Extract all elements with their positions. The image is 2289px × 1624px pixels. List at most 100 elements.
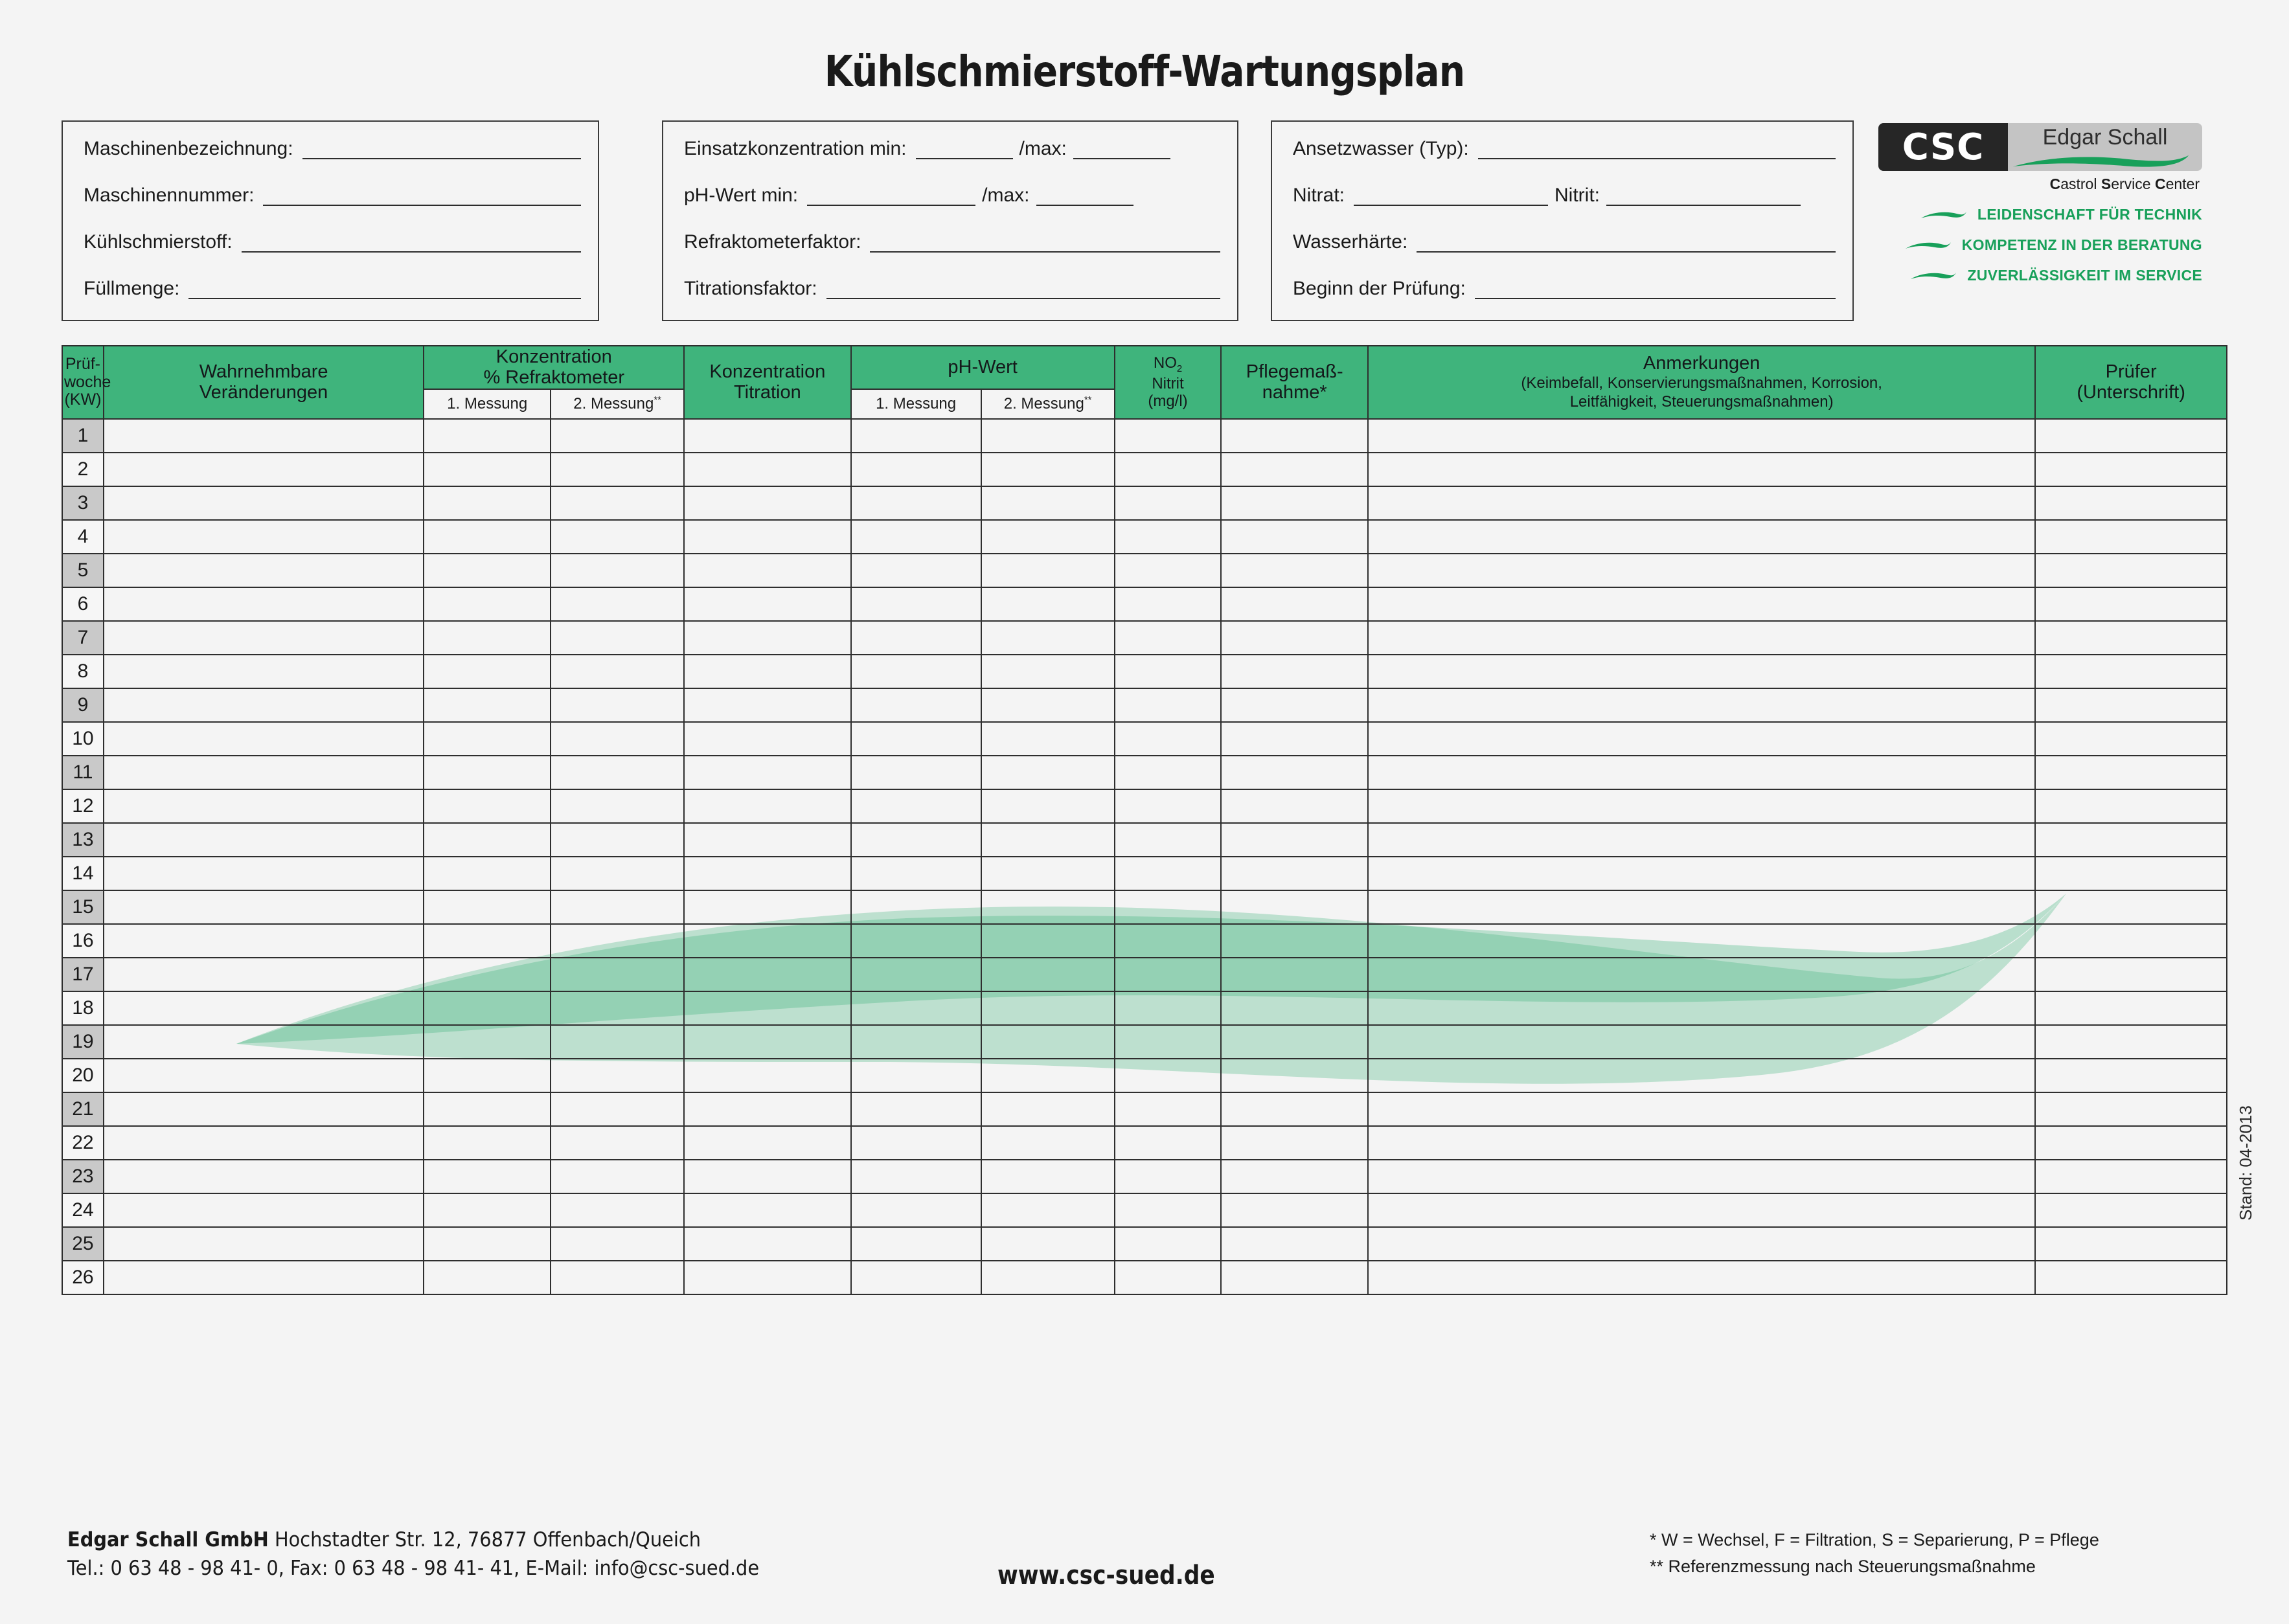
cell-refrakt-1[interactable] — [423, 519, 552, 554]
cell-ph-2[interactable] — [980, 485, 1115, 521]
cell-refrakt-1[interactable] — [423, 586, 552, 622]
cell-anmerkungen[interactable] — [1367, 889, 2036, 925]
cell-titration[interactable] — [683, 451, 852, 487]
cell-ph-2[interactable] — [980, 1091, 1115, 1127]
cell-no2[interactable] — [1113, 990, 1222, 1026]
cell-no2[interactable] — [1113, 923, 1222, 958]
cell-pflegemassnahme[interactable] — [1220, 956, 1369, 992]
cell-titration[interactable] — [683, 620, 852, 655]
field-wasserhaerte[interactable]: Wasserhärte: — [1293, 232, 1836, 253]
cell-no2[interactable] — [1113, 1226, 1222, 1261]
cell-titration[interactable] — [683, 956, 852, 992]
cell-ph-1[interactable] — [850, 519, 982, 554]
cell-ph-1[interactable] — [850, 889, 982, 925]
field-nitrat-nitrit[interactable]: Nitrat: Nitrit: — [1293, 185, 1836, 206]
cell-ph-1[interactable] — [850, 1158, 982, 1194]
field-fuellmenge[interactable]: Füllmenge: — [84, 278, 581, 299]
cell-ph-2[interactable] — [980, 1259, 1115, 1295]
cell-titration[interactable] — [683, 418, 852, 453]
cell-wahrnehmbare[interactable] — [102, 1125, 425, 1160]
cell-anmerkungen[interactable] — [1367, 923, 2036, 958]
cell-pflegemassnahme[interactable] — [1220, 889, 1369, 925]
cell-anmerkungen[interactable] — [1367, 1125, 2036, 1160]
cell-pflegemassnahme[interactable] — [1220, 586, 1369, 622]
cell-no2[interactable] — [1113, 889, 1222, 925]
cell-refrakt-1[interactable] — [423, 889, 552, 925]
cell-ph-1[interactable] — [850, 1192, 982, 1228]
field-ph-wert[interactable]: pH-Wert min: /max: — [684, 185, 1220, 206]
cell-ph-1[interactable] — [850, 1259, 982, 1295]
field-input-line-max[interactable] — [1073, 141, 1170, 159]
cell-no2[interactable] — [1113, 1158, 1222, 1194]
cell-ph-1[interactable] — [850, 855, 982, 891]
cell-wahrnehmbare[interactable] — [102, 855, 425, 891]
cell-pruefer[interactable] — [2034, 788, 2227, 824]
cell-refrakt-1[interactable] — [423, 1024, 552, 1059]
field-input-line-nitrit[interactable] — [1606, 188, 1801, 206]
cell-refrakt-2[interactable] — [550, 822, 685, 857]
cell-anmerkungen[interactable] — [1367, 855, 2036, 891]
cell-anmerkungen[interactable] — [1367, 586, 2036, 622]
cell-refrakt-2[interactable] — [550, 956, 685, 992]
field-input-line[interactable] — [826, 281, 1220, 299]
field-input-line[interactable] — [870, 234, 1220, 253]
cell-ph-1[interactable] — [850, 620, 982, 655]
cell-wahrnehmbare[interactable] — [102, 620, 425, 655]
cell-pruefer[interactable] — [2034, 552, 2227, 588]
cell-pruefer[interactable] — [2034, 721, 2227, 756]
cell-anmerkungen[interactable] — [1367, 485, 2036, 521]
cell-ph-2[interactable] — [980, 1192, 1115, 1228]
cell-refrakt-2[interactable] — [550, 1057, 685, 1093]
cell-no2[interactable] — [1113, 1125, 1222, 1160]
cell-pruefer[interactable] — [2034, 855, 2227, 891]
cell-anmerkungen[interactable] — [1367, 418, 2036, 453]
cell-no2[interactable] — [1113, 1024, 1222, 1059]
cell-refrakt-2[interactable] — [550, 788, 685, 824]
cell-pruefer[interactable] — [2034, 1024, 2227, 1059]
cell-pflegemassnahme[interactable] — [1220, 418, 1369, 453]
cell-wahrnehmbare[interactable] — [102, 889, 425, 925]
cell-no2[interactable] — [1113, 956, 1222, 992]
cell-titration[interactable] — [683, 1091, 852, 1127]
cell-pruefer[interactable] — [2034, 620, 2227, 655]
cell-wahrnehmbare[interactable] — [102, 1057, 425, 1093]
cell-pruefer[interactable] — [2034, 519, 2227, 554]
cell-wahrnehmbare[interactable] — [102, 1226, 425, 1261]
cell-pflegemassnahme[interactable] — [1220, 754, 1369, 790]
cell-titration[interactable] — [683, 1024, 852, 1059]
cell-wahrnehmbare[interactable] — [102, 552, 425, 588]
cell-anmerkungen[interactable] — [1367, 1259, 2036, 1295]
cell-titration[interactable] — [683, 855, 852, 891]
cell-pflegemassnahme[interactable] — [1220, 1091, 1369, 1127]
cell-refrakt-1[interactable] — [423, 855, 552, 891]
field-beginn-der-pruefung[interactable]: Beginn der Prüfung: — [1293, 278, 1836, 299]
cell-pruefer[interactable] — [2034, 485, 2227, 521]
cell-refrakt-2[interactable] — [550, 1192, 685, 1228]
cell-ph-1[interactable] — [850, 1024, 982, 1059]
cell-ph-1[interactable] — [850, 687, 982, 723]
field-input-line-min[interactable] — [807, 188, 976, 206]
cell-pruefer[interactable] — [2034, 822, 2227, 857]
cell-titration[interactable] — [683, 788, 852, 824]
cell-pflegemassnahme[interactable] — [1220, 1125, 1369, 1160]
cell-ph-2[interactable] — [980, 990, 1115, 1026]
cell-wahrnehmbare[interactable] — [102, 990, 425, 1026]
cell-pflegemassnahme[interactable] — [1220, 990, 1369, 1026]
cell-pruefer[interactable] — [2034, 451, 2227, 487]
cell-ph-2[interactable] — [980, 754, 1115, 790]
cell-refrakt-2[interactable] — [550, 1125, 685, 1160]
cell-titration[interactable] — [683, 485, 852, 521]
cell-no2[interactable] — [1113, 418, 1222, 453]
cell-pflegemassnahme[interactable] — [1220, 1024, 1369, 1059]
cell-no2[interactable] — [1113, 822, 1222, 857]
cell-titration[interactable] — [683, 687, 852, 723]
cell-pruefer[interactable] — [2034, 1125, 2227, 1160]
cell-refrakt-2[interactable] — [550, 1259, 685, 1295]
cell-wahrnehmbare[interactable] — [102, 956, 425, 992]
cell-anmerkungen[interactable] — [1367, 1091, 2036, 1127]
cell-ph-2[interactable] — [980, 822, 1115, 857]
cell-ph-1[interactable] — [850, 1091, 982, 1127]
cell-wahrnehmbare[interactable] — [102, 822, 425, 857]
cell-wahrnehmbare[interactable] — [102, 451, 425, 487]
cell-ph-2[interactable] — [980, 1226, 1115, 1261]
